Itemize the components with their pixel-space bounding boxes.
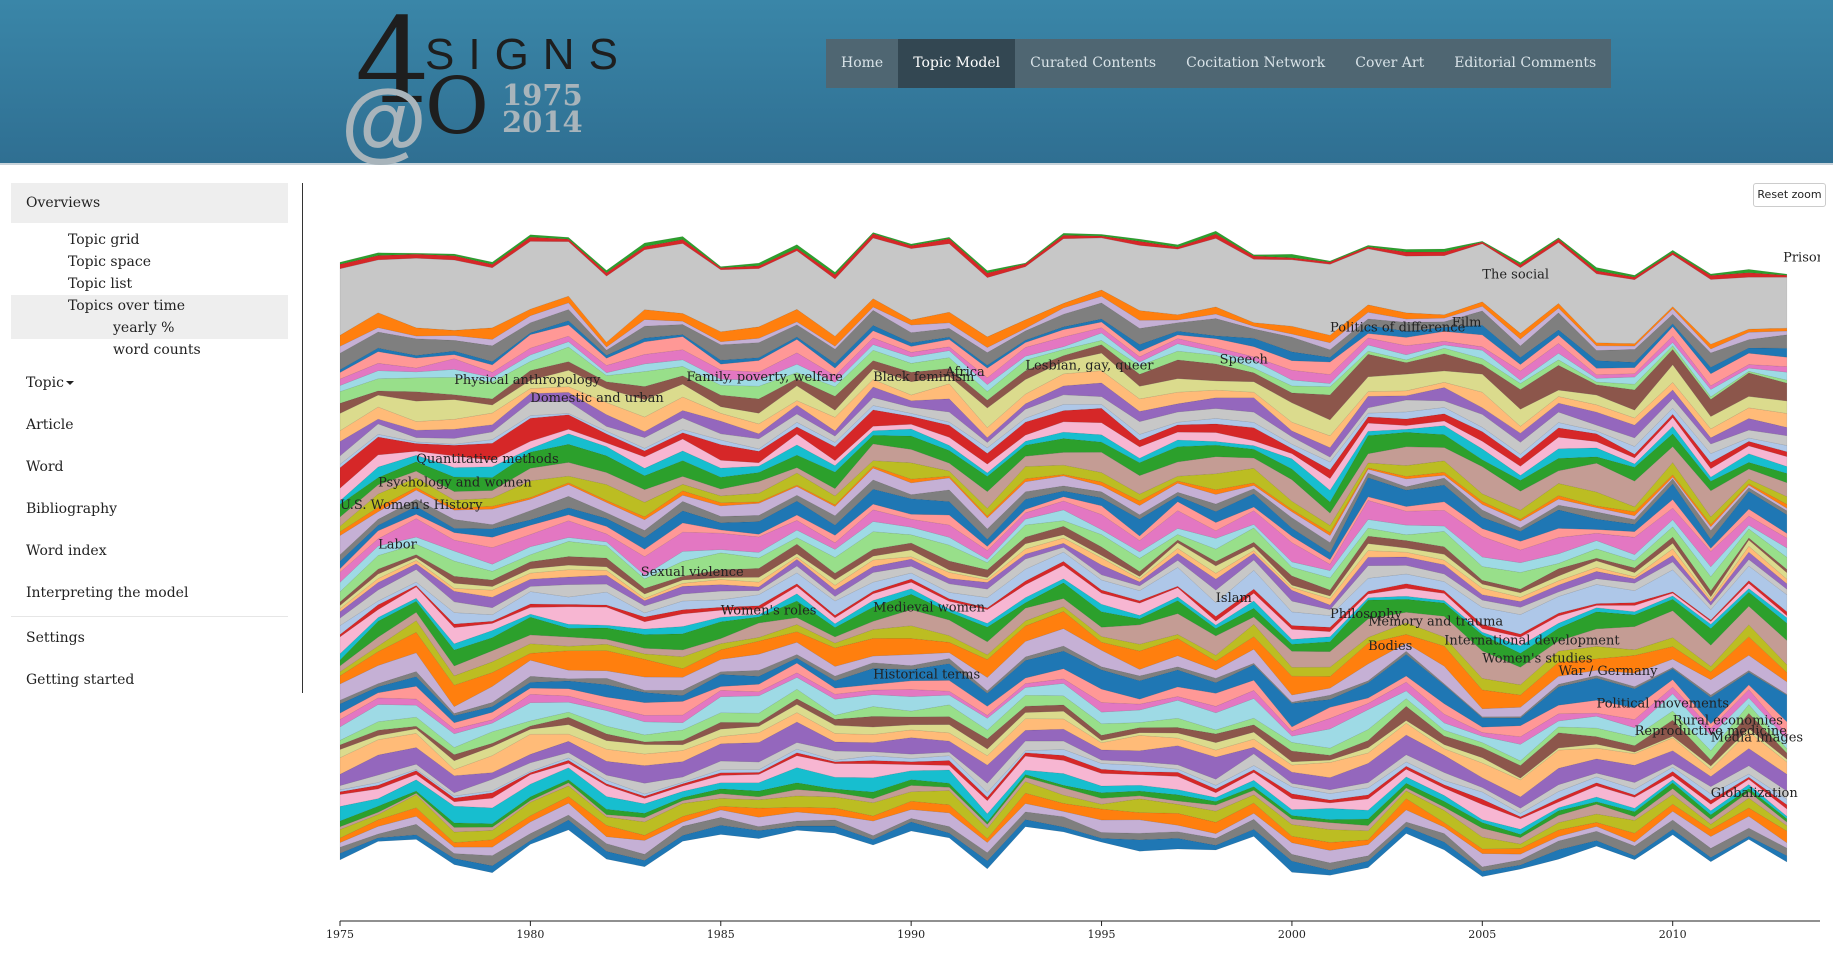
topic-label[interactable]: Lesbian, gay, queer xyxy=(1025,359,1154,374)
topic-label[interactable]: Memory and trauma xyxy=(1368,615,1503,630)
x-tick-label: 2000 xyxy=(1278,928,1306,941)
nav-cocitation-network[interactable]: Cocitation Network xyxy=(1186,55,1326,71)
nav-cover-art[interactable]: Cover Art xyxy=(1355,55,1425,71)
sidebar-item-word-index[interactable]: Word index xyxy=(26,543,107,559)
topic-label[interactable]: Medieval women xyxy=(873,600,986,615)
x-tick-label: 1975 xyxy=(326,928,354,941)
logo-years: 1975 2014 xyxy=(502,78,583,139)
logo-zero: O xyxy=(425,62,489,152)
topic-label[interactable]: Quantitative methods xyxy=(416,452,559,467)
sidebar-divider xyxy=(11,616,288,617)
topic-label[interactable]: Bodies xyxy=(1368,639,1412,654)
sidebar-item-word-counts[interactable]: word counts xyxy=(113,342,201,358)
logo-year-start: 1975 xyxy=(502,78,583,112)
topic-label[interactable]: Women's studies xyxy=(1482,652,1592,667)
nav-topic-model[interactable]: Topic Model xyxy=(898,39,1016,88)
topic-label[interactable]: Reproductive medicine xyxy=(1635,724,1788,739)
x-tick-label: 1985 xyxy=(707,928,735,941)
topic-label[interactable]: Islam xyxy=(1216,591,1252,606)
nav-curated-contents[interactable]: Curated Contents xyxy=(1030,55,1157,71)
topic-label[interactable]: War / Germany xyxy=(1559,664,1659,679)
sidebar-item-topic[interactable]: Topic xyxy=(11,362,288,404)
x-tick-label: 1995 xyxy=(1088,928,1116,941)
stream-areas xyxy=(339,230,1788,877)
sidebar-item-settings[interactable]: Settings xyxy=(26,630,85,646)
x-tick-label: 1990 xyxy=(897,928,925,941)
x-tick-label: 1980 xyxy=(516,928,544,941)
topic-label[interactable]: Politics of difference xyxy=(1330,321,1466,336)
topic-label[interactable]: Philosophy xyxy=(1330,607,1402,622)
topic-label[interactable]: Political movements xyxy=(1597,696,1730,711)
sidebar: Overviews Topic grid Topic space Topic l… xyxy=(11,183,288,701)
topic-label[interactable]: International development xyxy=(1444,634,1620,649)
sidebar-item-getting-started[interactable]: Getting started xyxy=(26,672,135,688)
topic-label[interactable]: Film xyxy=(1452,316,1482,331)
topic-label[interactable]: The social xyxy=(1482,268,1549,283)
site-header: 4 SIGNS @ O 1975 2014 Home Topic Model C… xyxy=(0,0,1833,170)
sidebar-item-topic-space[interactable]: Topic space xyxy=(68,254,152,270)
topic-label[interactable]: Media images xyxy=(1711,730,1803,745)
sidebar-item-article[interactable]: Article xyxy=(26,417,74,433)
topic-label[interactable]: Africa xyxy=(944,365,985,380)
sidebar-item-yearly-percent[interactable]: yearly % xyxy=(11,317,288,339)
topic-label[interactable]: Rural economies xyxy=(1673,714,1783,729)
logo-four: 4 xyxy=(355,0,430,130)
sidebar-item-topic-label: Topic xyxy=(26,375,64,391)
reset-zoom-button[interactable]: Reset zoom xyxy=(1753,183,1826,207)
topic-label[interactable]: Domestic and urban xyxy=(530,391,664,406)
topic-label[interactable]: Family, poverty, welfare xyxy=(687,370,844,385)
sidebar-item-topic-list[interactable]: Topic list xyxy=(68,276,133,292)
logo-at: @ xyxy=(341,71,427,170)
topic-label[interactable]: Globalization xyxy=(1711,786,1799,801)
topic-label[interactable]: Psychology and women xyxy=(378,476,532,491)
caret-down-icon xyxy=(65,381,74,385)
top-nav: Home Topic Model Curated Contents Cocita… xyxy=(826,39,1612,88)
sidebar-item-interpreting[interactable]: Interpreting the model xyxy=(26,585,189,601)
sidebar-item-topic-grid[interactable]: Topic grid xyxy=(68,232,140,248)
topic-label[interactable]: Physical anthropology xyxy=(454,373,601,388)
x-tick-label: 2005 xyxy=(1468,928,1496,941)
logo-year-end: 2014 xyxy=(502,105,583,139)
sidebar-item-overviews[interactable]: Overviews xyxy=(11,183,288,223)
sidebar-item-bibliography[interactable]: Bibliography xyxy=(26,501,117,517)
topic-band[interactable] xyxy=(339,230,1788,278)
sidebar-item-word[interactable]: Word xyxy=(26,459,64,475)
topic-label[interactable]: Women's roles xyxy=(721,604,817,619)
topic-label[interactable]: Historical terms xyxy=(873,668,980,683)
x-tick-label: 2010 xyxy=(1659,928,1687,941)
x-axis: 1975 1980 1985 1990 1995 2000 2005 2010 xyxy=(326,920,1820,941)
nav-editorial-comments[interactable]: Editorial Comments xyxy=(1454,55,1597,71)
topic-label[interactable]: Speech xyxy=(1220,353,1269,368)
logo-signs: SIGNS xyxy=(425,30,632,79)
nav-home[interactable]: Home xyxy=(841,55,884,71)
signs-at-40-logo[interactable]: 4 SIGNS @ O 1975 2014 xyxy=(341,0,618,170)
topic-label[interactable]: U.S. Women's History xyxy=(340,498,483,513)
topic-label[interactable]: Prisons xyxy=(1783,250,1820,265)
sidebar-divider-line xyxy=(302,183,303,693)
topic-label[interactable]: Black feminism xyxy=(873,370,974,385)
sidebar-item-topics-over-time[interactable]: Topics over time xyxy=(11,295,288,317)
topic-label[interactable]: Labor xyxy=(378,538,418,553)
topic-label[interactable]: Sexual violence xyxy=(641,565,744,580)
